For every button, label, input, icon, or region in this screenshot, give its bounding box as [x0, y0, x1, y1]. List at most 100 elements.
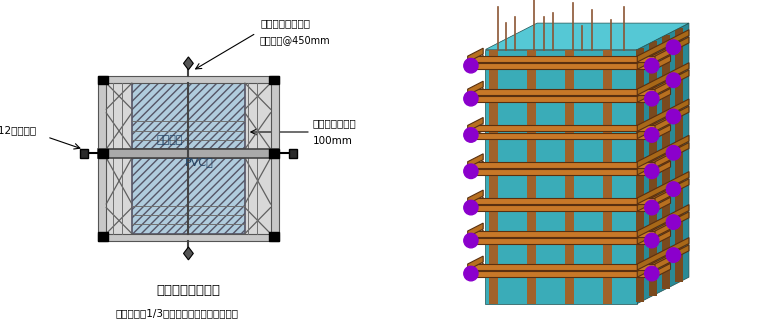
Bar — [106, 83, 132, 234]
Polygon shape — [467, 161, 483, 175]
Polygon shape — [637, 179, 689, 211]
Polygon shape — [655, 125, 670, 139]
Bar — [467, 169, 655, 175]
Bar — [467, 133, 655, 139]
Circle shape — [667, 146, 680, 160]
Bar — [98, 149, 279, 158]
Polygon shape — [637, 143, 689, 175]
Circle shape — [464, 58, 478, 73]
Polygon shape — [655, 263, 670, 277]
Polygon shape — [655, 230, 670, 244]
Polygon shape — [467, 256, 483, 270]
Bar — [289, 148, 297, 158]
Bar — [132, 83, 245, 149]
Polygon shape — [637, 37, 689, 69]
Polygon shape — [467, 88, 483, 102]
Polygon shape — [467, 190, 483, 204]
Text: PVC管: PVC管 — [185, 157, 214, 167]
Polygon shape — [467, 223, 483, 237]
Circle shape — [464, 266, 478, 281]
Polygon shape — [467, 197, 483, 211]
Bar — [98, 234, 279, 241]
Polygon shape — [637, 205, 689, 237]
Bar — [603, 50, 613, 304]
Bar — [98, 149, 108, 158]
Bar — [467, 264, 655, 270]
Circle shape — [667, 40, 680, 54]
Circle shape — [644, 233, 659, 248]
Polygon shape — [649, 42, 657, 296]
Circle shape — [464, 164, 478, 179]
Bar — [489, 50, 499, 304]
Circle shape — [667, 109, 680, 124]
Text: 100mm: 100mm — [313, 136, 353, 146]
Bar — [467, 63, 655, 69]
Polygon shape — [637, 63, 689, 95]
Bar — [467, 198, 655, 204]
Polygon shape — [637, 172, 689, 204]
Polygon shape — [655, 161, 670, 175]
Polygon shape — [637, 135, 689, 168]
Circle shape — [464, 200, 478, 215]
Text: 方柱模板支撑示意: 方柱模板支撑示意 — [157, 284, 220, 297]
Bar — [527, 50, 537, 304]
Bar — [486, 50, 637, 304]
Bar — [565, 50, 575, 304]
Polygon shape — [662, 35, 670, 289]
Polygon shape — [637, 99, 689, 131]
Circle shape — [464, 128, 478, 142]
Text: 双钢管箍@450mm: 双钢管箍@450mm — [260, 35, 331, 45]
Bar — [467, 89, 655, 95]
Polygon shape — [636, 48, 644, 302]
Polygon shape — [655, 154, 670, 168]
Bar — [98, 232, 108, 241]
Polygon shape — [467, 81, 483, 95]
Text: 外围对拉螺栓加固: 外围对拉螺栓加固 — [260, 18, 310, 28]
Polygon shape — [467, 263, 483, 277]
Text: M12对拉螺栓: M12对拉螺栓 — [0, 125, 36, 135]
Polygon shape — [637, 212, 689, 244]
Bar — [467, 271, 655, 277]
Polygon shape — [637, 106, 689, 139]
Bar — [269, 149, 279, 158]
Bar — [467, 205, 655, 211]
Circle shape — [644, 58, 659, 73]
Circle shape — [667, 248, 680, 262]
Bar — [98, 76, 106, 241]
Polygon shape — [467, 55, 483, 69]
Polygon shape — [655, 88, 670, 102]
Polygon shape — [655, 48, 670, 62]
Polygon shape — [675, 28, 682, 282]
Polygon shape — [637, 30, 689, 62]
Bar — [269, 232, 279, 241]
Circle shape — [464, 91, 478, 106]
Polygon shape — [655, 223, 670, 237]
Polygon shape — [183, 57, 193, 70]
Circle shape — [667, 215, 680, 229]
Bar — [467, 238, 655, 244]
Circle shape — [667, 73, 680, 87]
Circle shape — [644, 91, 659, 106]
Bar — [132, 158, 245, 234]
Polygon shape — [486, 23, 689, 50]
Polygon shape — [183, 247, 193, 260]
Polygon shape — [467, 117, 483, 131]
Bar — [467, 231, 655, 237]
Bar — [467, 125, 655, 131]
Circle shape — [464, 233, 478, 248]
Circle shape — [644, 128, 659, 142]
Circle shape — [644, 200, 659, 215]
Polygon shape — [655, 55, 670, 69]
Bar — [98, 76, 108, 84]
Bar — [271, 76, 279, 241]
Bar — [269, 76, 279, 84]
Polygon shape — [467, 125, 483, 139]
Circle shape — [667, 182, 680, 196]
Bar — [80, 148, 88, 158]
Text: 注：柱下部1/3范围内对拉螺栓设置双螺丝: 注：柱下部1/3范围内对拉螺栓设置双螺丝 — [116, 309, 239, 318]
Bar — [467, 56, 655, 62]
Polygon shape — [655, 81, 670, 95]
Bar — [467, 96, 655, 102]
Polygon shape — [637, 245, 689, 277]
Text: 木胶合板: 木胶合板 — [157, 135, 183, 145]
